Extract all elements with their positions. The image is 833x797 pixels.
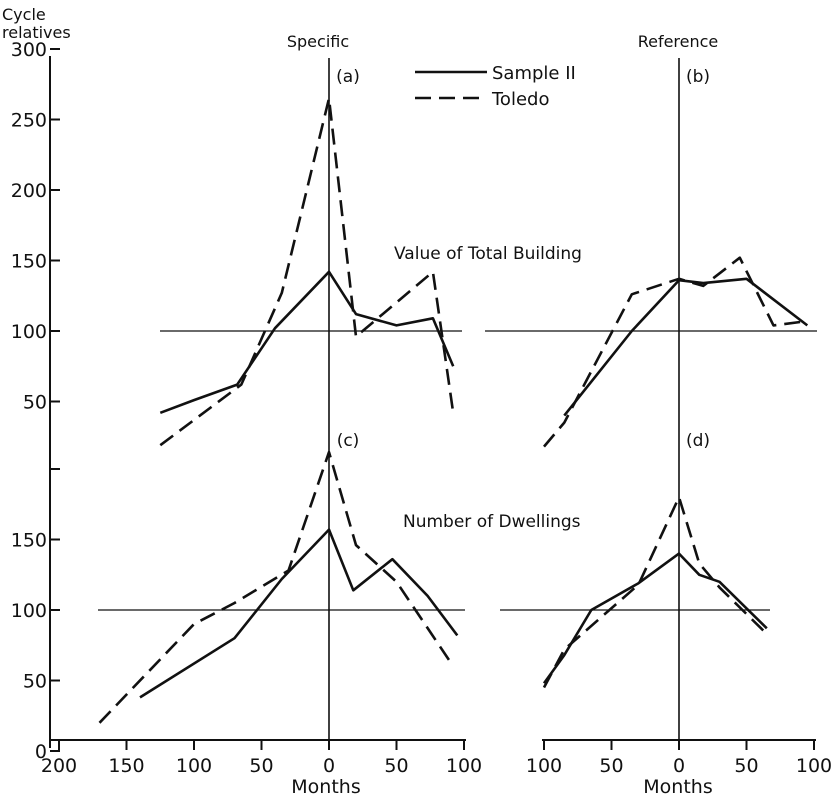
series-line-sample-ii [542, 552, 768, 685]
series-line-toledo [98, 450, 452, 724]
x-axis-label-reference: Months [643, 776, 712, 797]
section-title-top: Value of Total Building [394, 244, 582, 264]
series-line-toledo [543, 256, 808, 448]
x-tick-label: 0 [323, 755, 335, 777]
y-tick-label: 150 [11, 251, 47, 273]
figure-text: 300 250 200 150 100 50 150 100 50 0 Cyclerelatives… [2, 5, 832, 797]
y-tick-label: 200 [11, 180, 47, 202]
y-tick-label: 50 [23, 671, 47, 693]
series-line-sample-ii [563, 277, 809, 417]
x-tick-label: 100 [526, 755, 562, 777]
legend-label-toledo: Toledo [491, 89, 549, 110]
x-tick-label: 150 [108, 755, 144, 777]
chart-marks [98, 97, 817, 724]
x-tick-label: 0 [673, 755, 685, 777]
x-tick-label: 50 [384, 755, 408, 777]
panel-label: (b) [686, 67, 710, 87]
series-line-toledo [542, 495, 768, 689]
legend-label-sample-ii: Sample II [492, 63, 576, 84]
series-line-sample-ii [159, 270, 455, 415]
column-header-reference: Reference [638, 32, 719, 51]
y-tick-label: 150 [11, 530, 47, 552]
panel-label: (d) [686, 431, 710, 451]
y-tick-label: 0 [35, 741, 47, 763]
y-tick-label: 100 [11, 321, 47, 343]
y-tick-label: 250 [11, 110, 47, 132]
x-tick-label: 200 [41, 755, 77, 777]
y-tick-label: 50 [23, 392, 47, 414]
series-line-toledo [159, 97, 455, 447]
section-title-bottom: Number of Dwellings [403, 512, 581, 532]
y-axis-title: relatives [2, 23, 71, 42]
y-axis-title: Cycle [2, 5, 46, 24]
y-tick-label: 100 [11, 600, 47, 622]
x-tick-label: 100 [446, 755, 482, 777]
y-tick-label: 300 [11, 39, 47, 61]
x-tick-label: 50 [249, 755, 273, 777]
panel-label: (c) [337, 431, 360, 451]
x-tick-label: 50 [599, 755, 623, 777]
series-line-sample-ii [139, 528, 459, 699]
x-tick-label: 100 [796, 755, 832, 777]
x-axis-label-specific: Months [291, 776, 360, 797]
figure-frame [49, 48, 816, 752]
x-tick-label: 100 [176, 755, 212, 777]
column-header-specific: Specific [287, 32, 349, 51]
panel-label: (a) [336, 67, 360, 87]
x-tick-label: 50 [734, 755, 758, 777]
